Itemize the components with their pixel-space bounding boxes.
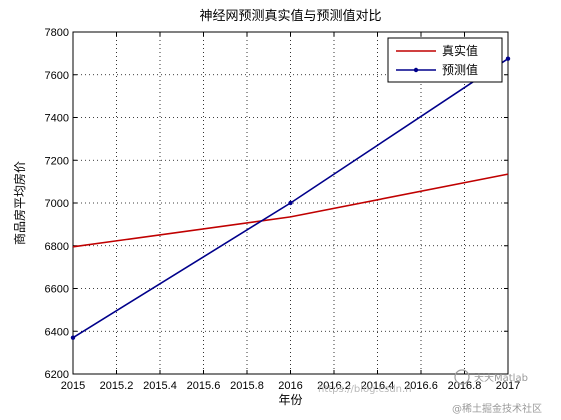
x-tick-label: 2015 bbox=[61, 380, 85, 392]
y-tick-label: 7600 bbox=[45, 70, 69, 82]
data-point bbox=[288, 200, 293, 206]
series-lines bbox=[70, 56, 511, 340]
legend-box bbox=[387, 37, 503, 83]
y-tick-label: 6200 bbox=[45, 369, 69, 381]
watermark: https://blog.csdn.n 天天Matlab @稀土掘金技术社区 bbox=[318, 369, 542, 415]
y-tick-label: 7200 bbox=[45, 155, 69, 167]
wechat-icon bbox=[454, 369, 470, 385]
watermark-url: https://blog.csdn.n bbox=[318, 384, 412, 395]
x-tick-label: 2016.6 bbox=[404, 380, 438, 392]
x-tick-label: 2015.8 bbox=[230, 380, 264, 392]
legend-entry: 预测值 bbox=[442, 62, 478, 77]
x-tick-label: 2016.2 bbox=[317, 380, 351, 392]
watermark-community: @稀土掘金技术社区 bbox=[452, 402, 542, 415]
series-line-真实值 bbox=[72, 173, 509, 248]
grid bbox=[73, 32, 508, 374]
x-tick-label: 2015.2 bbox=[100, 380, 134, 392]
y-ticks: 6200 6400 6600 6800 7000 7200 7400 7600 7800 bbox=[45, 27, 508, 381]
x-tick-label: 2016.8 bbox=[448, 380, 482, 392]
x-ticks: 2015 2015.2 2015.4 2015.6 2015.8 2016 2016.2 20… bbox=[61, 32, 520, 392]
y-tick-label: 7800 bbox=[45, 27, 69, 39]
y-axis-label: 商品房平均房价 bbox=[12, 161, 27, 245]
y-tick-label: 6400 bbox=[45, 326, 69, 338]
y-tick-label: 6800 bbox=[45, 241, 69, 253]
chart-title: 神经网预测真实值与预测值对比 bbox=[199, 8, 381, 24]
y-tick-label: 7000 bbox=[45, 198, 69, 210]
legend-marker bbox=[413, 67, 419, 73]
watermark-brand: 天天Matlab bbox=[474, 373, 528, 384]
x-tick-label: 2015.6 bbox=[187, 380, 221, 392]
x-tick-label: 2016.4 bbox=[361, 380, 395, 392]
x-axis-label: 年份 bbox=[278, 393, 302, 407]
data-point bbox=[505, 56, 511, 61]
legend-entry: 真实值 bbox=[442, 43, 478, 58]
x-tick-label: 2016 bbox=[278, 380, 302, 392]
x-tick-label: 2017 bbox=[496, 380, 520, 392]
x-tick-label: 2015.4 bbox=[143, 380, 177, 392]
y-tick-label: 6600 bbox=[45, 284, 69, 296]
y-tick-label: 7400 bbox=[45, 113, 69, 125]
data-point bbox=[70, 335, 76, 340]
